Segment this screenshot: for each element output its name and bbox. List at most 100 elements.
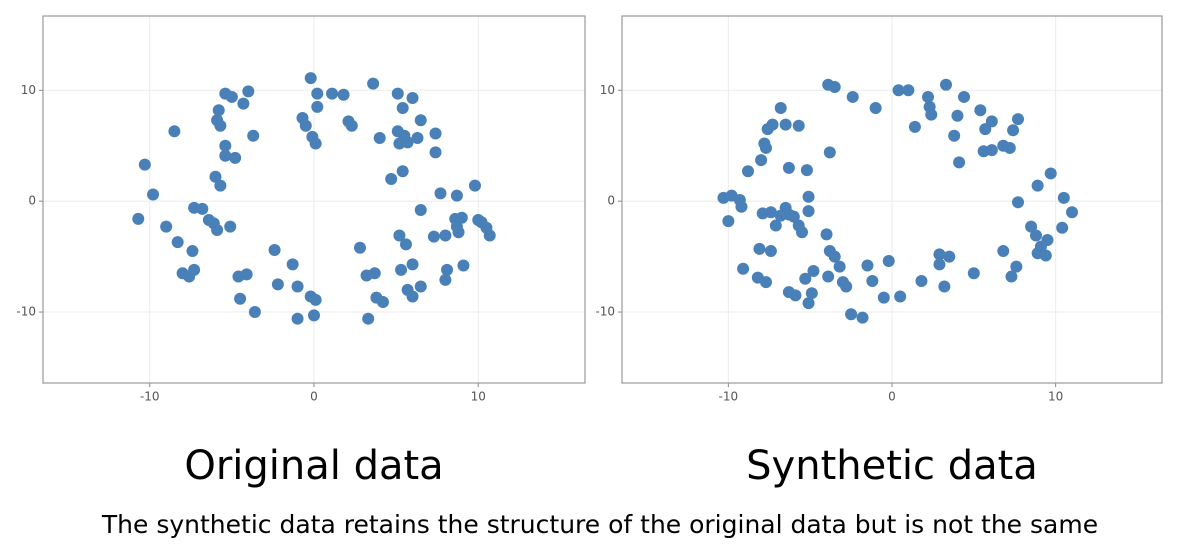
- point: [188, 263, 201, 276]
- point: [242, 85, 255, 98]
- point: [951, 109, 964, 122]
- point: [869, 102, 882, 115]
- point: [1041, 233, 1054, 246]
- point: [439, 273, 452, 286]
- point: [1012, 196, 1024, 209]
- point: [399, 238, 412, 251]
- y-tick-label: 0: [607, 194, 615, 208]
- point: [168, 125, 181, 138]
- point: [997, 245, 1010, 258]
- point: [902, 84, 915, 97]
- point: [376, 296, 389, 309]
- point: [807, 265, 820, 278]
- chart-title: Original data: [184, 443, 443, 489]
- point: [1007, 124, 1020, 137]
- point: [429, 146, 442, 159]
- point: [240, 268, 253, 281]
- x-tick-label: 10: [471, 390, 486, 404]
- point: [766, 118, 779, 131]
- plot-border: [42, 15, 586, 384]
- point: [753, 242, 766, 255]
- point: [953, 156, 966, 169]
- point: [861, 259, 874, 272]
- point: [271, 278, 284, 291]
- point: [894, 290, 907, 303]
- point: [764, 245, 777, 258]
- point: [1025, 220, 1038, 233]
- x-tick-label: -10: [719, 390, 739, 404]
- point: [974, 104, 987, 117]
- point: [248, 306, 261, 319]
- point: [308, 309, 320, 322]
- point: [1005, 270, 1018, 283]
- point: [414, 114, 427, 127]
- point: [833, 260, 846, 273]
- point: [846, 90, 859, 103]
- point: [933, 248, 946, 261]
- point: [1010, 260, 1023, 273]
- point: [828, 80, 841, 93]
- point: [769, 219, 782, 232]
- point: [429, 127, 442, 140]
- point: [311, 100, 324, 113]
- point: [304, 72, 317, 85]
- point: [452, 226, 465, 239]
- point: [922, 90, 934, 103]
- point: [391, 87, 404, 100]
- point: [1031, 179, 1044, 192]
- point: [915, 274, 928, 287]
- point: [368, 267, 381, 280]
- point: [396, 102, 409, 115]
- point: [299, 119, 312, 132]
- point: [411, 131, 424, 144]
- point: [796, 226, 808, 239]
- point: [214, 119, 227, 132]
- point: [908, 120, 921, 133]
- point: [792, 119, 805, 132]
- x-tick-label: 0: [888, 390, 896, 404]
- point: [958, 90, 970, 103]
- point: [856, 311, 869, 324]
- point: [450, 189, 463, 202]
- point: [733, 194, 746, 207]
- point: [802, 297, 815, 310]
- point: [395, 263, 408, 276]
- point: [882, 255, 895, 268]
- point: [434, 187, 447, 200]
- point: [373, 131, 386, 144]
- point: [722, 215, 735, 228]
- point: [938, 280, 951, 293]
- point: [1066, 206, 1078, 219]
- y-tick-label: 0: [28, 194, 36, 208]
- point: [160, 220, 173, 233]
- point: [311, 87, 324, 100]
- point: [224, 220, 237, 233]
- point: [764, 206, 777, 219]
- point: [132, 212, 145, 225]
- point: [468, 179, 481, 192]
- point: [396, 165, 409, 178]
- point: [147, 188, 160, 201]
- point: [802, 190, 815, 203]
- y-tick-label: 10: [600, 83, 615, 97]
- point: [483, 229, 496, 242]
- point: [247, 129, 260, 142]
- point: [948, 129, 961, 142]
- point: [439, 229, 452, 242]
- y-tick-label: -10: [595, 305, 615, 319]
- point: [401, 136, 414, 149]
- point: [219, 139, 232, 152]
- point: [828, 250, 841, 263]
- point: [1039, 249, 1052, 262]
- x-tick-label: -10: [140, 390, 160, 404]
- point: [229, 151, 242, 164]
- point: [367, 77, 380, 90]
- point: [309, 293, 322, 306]
- point: [1044, 167, 1057, 180]
- point: [138, 158, 151, 171]
- point: [457, 259, 470, 272]
- point: [802, 205, 815, 218]
- point: [414, 280, 427, 293]
- point: [353, 241, 366, 254]
